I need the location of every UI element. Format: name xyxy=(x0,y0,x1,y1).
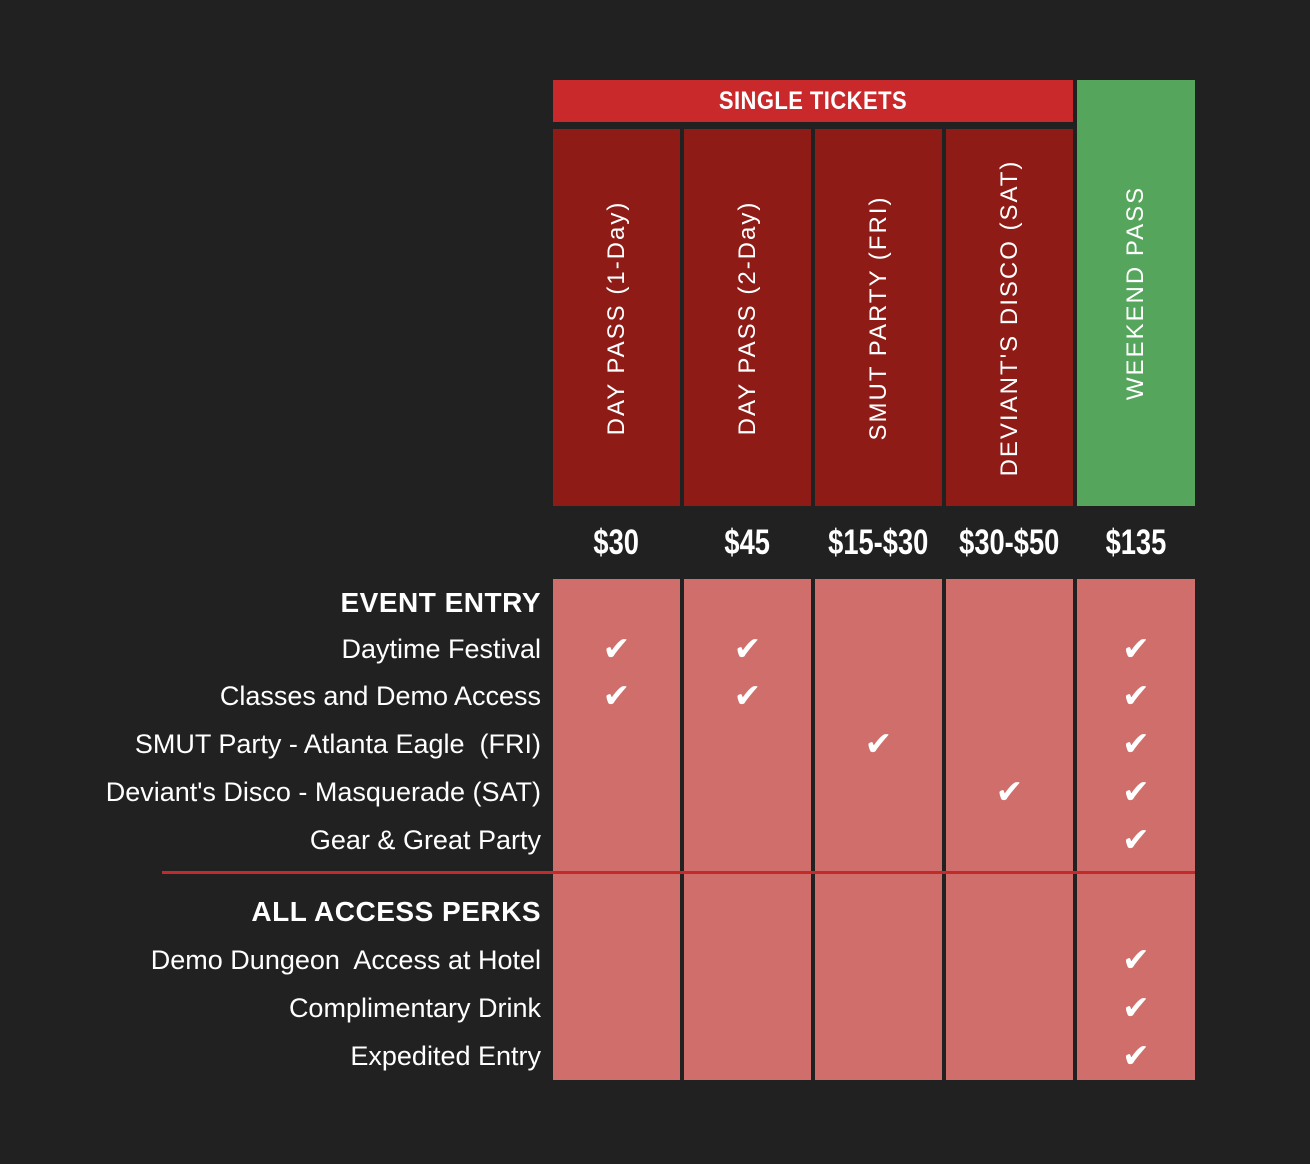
grid-column-5 xyxy=(1077,579,1195,1080)
column-header-label: DAY PASS (1-Day) xyxy=(602,200,630,435)
price-value: $15-$30 xyxy=(828,522,929,562)
column-header-label: SMUT PARTY (FRI) xyxy=(864,195,892,440)
check-icon: ✔ xyxy=(995,772,1024,811)
grid-column-2 xyxy=(684,579,811,1080)
feature-row: Expedited Entry ✔ xyxy=(0,1032,1310,1080)
feature-label: SMUT Party - Atlanta Eagle (FRI) xyxy=(134,729,541,759)
grid-column-4 xyxy=(946,579,1073,1080)
column-header-label: DEVIANT'S DISCO (SAT) xyxy=(995,159,1023,476)
price-cell-1: $30 xyxy=(553,506,680,579)
price-value: $45 xyxy=(724,522,771,562)
check-icon: ✔ xyxy=(1122,1036,1150,1075)
feature-label: Demo Dungeon Access at Hotel xyxy=(150,945,541,975)
check-icon: ✔ xyxy=(733,676,762,715)
price-cell-3: $15-$30 xyxy=(815,506,942,579)
single-tickets-banner: SINGLE TICKETS xyxy=(553,80,1073,122)
price-cell-5: $135 xyxy=(1077,506,1195,579)
column-header-2: DAY PASS (2-Day) xyxy=(684,129,811,506)
feature-row: Complimentary Drink ✔ xyxy=(0,984,1310,1032)
price-cell-4: $30-$50 xyxy=(946,506,1073,579)
feature-label: Expedited Entry xyxy=(350,1041,541,1071)
check-icon: ✔ xyxy=(1122,940,1150,979)
column-header-label: WEEKEND PASS xyxy=(1122,185,1149,401)
section-header-row: ALL ACCESS PERKS xyxy=(0,888,1310,936)
grid-column-1 xyxy=(553,579,680,1080)
check-icon: ✔ xyxy=(1122,772,1150,811)
column-header-5: WEEKEND PASS xyxy=(1077,80,1195,506)
check-icon: ✔ xyxy=(864,724,893,763)
feature-row: Deviant's Disco - Masquerade (SAT) ✔ ✔ xyxy=(0,768,1310,816)
price-cell-2: $45 xyxy=(684,506,811,579)
price-value: $30 xyxy=(593,522,640,562)
check-icon: ✔ xyxy=(1122,724,1150,763)
feature-row: SMUT Party - Atlanta Eagle (FRI) ✔ ✔ xyxy=(0,720,1310,768)
feature-label: Daytime Festival xyxy=(341,634,541,664)
feature-row: Demo Dungeon Access at Hotel ✔ xyxy=(0,936,1310,984)
feature-label: Gear & Great Party xyxy=(309,825,541,855)
single-tickets-label: SINGLE TICKETS xyxy=(718,86,908,115)
price-value: $30-$50 xyxy=(959,522,1060,562)
feature-label: Deviant's Disco - Masquerade (SAT) xyxy=(105,777,541,807)
section-title: EVENT ENTRY xyxy=(340,587,541,618)
column-header-1: DAY PASS (1-Day) xyxy=(553,129,680,506)
price-value: $135 xyxy=(1105,522,1167,562)
grid-column-3 xyxy=(815,579,942,1080)
section-title: ALL ACCESS PERKS xyxy=(251,896,541,927)
section-header-row: EVENT ENTRY xyxy=(0,579,1310,627)
feature-row: Daytime Festival ✔ ✔ ✔ xyxy=(0,625,1310,673)
check-icon: ✔ xyxy=(602,629,631,668)
feature-label: Complimentary Drink xyxy=(288,993,541,1023)
feature-label: Classes and Demo Access xyxy=(219,681,541,711)
section-divider-line xyxy=(162,871,1195,874)
feature-row: Classes and Demo Access ✔ ✔ ✔ xyxy=(0,672,1310,720)
check-icon: ✔ xyxy=(602,676,631,715)
check-icon: ✔ xyxy=(1122,988,1150,1027)
check-icon: ✔ xyxy=(1122,820,1150,859)
feature-row: Gear & Great Party ✔ xyxy=(0,816,1310,864)
check-icon: ✔ xyxy=(733,629,762,668)
check-icon: ✔ xyxy=(1122,629,1150,668)
check-icon: ✔ xyxy=(1122,676,1150,715)
column-header-label: DAY PASS (2-Day) xyxy=(733,200,761,435)
column-header-4: DEVIANT'S DISCO (SAT) xyxy=(946,129,1073,506)
column-header-3: SMUT PARTY (FRI) xyxy=(815,129,942,506)
